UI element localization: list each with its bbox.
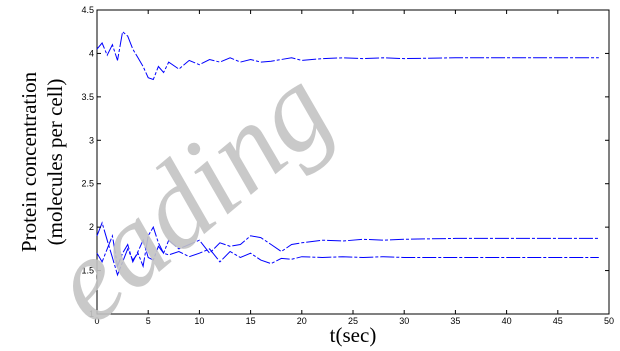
plot-area-frame bbox=[96, 9, 610, 315]
x-tick-label: 35 bbox=[450, 316, 460, 326]
x-tick-label: 15 bbox=[246, 316, 256, 326]
x-tick-label: 30 bbox=[399, 316, 409, 326]
y-tick-label: 4.5 bbox=[81, 5, 94, 15]
series-layer bbox=[96, 30, 599, 277]
y-tick-label: 2.5 bbox=[81, 179, 94, 189]
x-tick-label: 45 bbox=[553, 316, 563, 326]
tick-layer: 0 5 10 15 20 25 30 35 40 45 50 1 1.5 2 2.5 3 3.5 4 4.5 bbox=[81, 5, 614, 326]
y-tick-label: 4 bbox=[89, 48, 94, 58]
y-axis-label-line-2: (molecules per cell) bbox=[43, 79, 67, 246]
y-tick-label: 3.5 bbox=[81, 92, 94, 102]
y-axis-label-line-1: Protein concentration bbox=[17, 71, 41, 252]
x-tick-label: 5 bbox=[146, 316, 151, 326]
x-tick-label: 0 bbox=[94, 316, 99, 326]
series-line-1 bbox=[96, 30, 599, 81]
x-tick-label: 10 bbox=[194, 316, 204, 326]
x-tick-label: 25 bbox=[348, 316, 358, 326]
y-tick-label: 3 bbox=[89, 135, 94, 145]
series-line-3 bbox=[96, 233, 599, 269]
x-tick-label: 40 bbox=[502, 316, 512, 326]
y-tick-label: 1.5 bbox=[81, 266, 94, 276]
x-axis-label: t(sec) bbox=[330, 323, 377, 347]
y-tick-label: 1 bbox=[89, 309, 94, 319]
series-line-2 bbox=[96, 221, 599, 277]
x-tick-label: 20 bbox=[297, 316, 307, 326]
y-tick-label: 2 bbox=[89, 222, 94, 232]
x-tick-label: 50 bbox=[604, 316, 614, 326]
